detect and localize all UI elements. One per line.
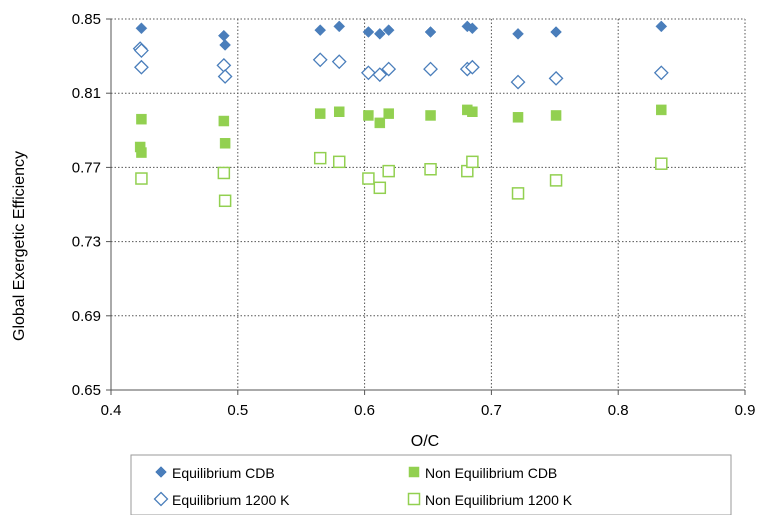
gridlines [111, 18, 746, 390]
legend-label: Equilibrium CDB [172, 465, 275, 481]
data-point [653, 65, 669, 81]
x-tick-labels: 0.4 0.5 0.6 0.7 0.8 0.9 [101, 402, 756, 419]
x-tick-label: 0.6 [354, 402, 375, 419]
legend-box [130, 454, 732, 515]
data-point [466, 22, 479, 35]
data-marks [132, 20, 669, 208]
legend-marker [408, 466, 420, 478]
plot-background [111, 19, 745, 390]
data-point [217, 166, 231, 180]
y-axis-title: Global Exergetic Efficiency [11, 151, 28, 341]
x-axis-title: O/C [411, 433, 439, 450]
data-point [425, 110, 436, 121]
data-point [549, 174, 563, 187]
data-point [314, 24, 327, 36]
legend-label: Non Equilibrium 1200 K [425, 492, 573, 508]
y-tick-label: 0.81 [72, 85, 101, 102]
data-point [363, 110, 374, 121]
data-point [362, 172, 375, 185]
data-point [424, 163, 437, 176]
data-point [312, 52, 328, 68]
series-non-equilibrium-cdb [134, 104, 667, 158]
data-point [550, 110, 562, 121]
x-tick-label: 0.7 [481, 402, 502, 419]
axes [106, 18, 746, 395]
data-point [548, 70, 564, 86]
data-point [510, 74, 526, 90]
data-point [136, 113, 147, 125]
data-point [656, 104, 667, 116]
legend-marker [153, 491, 169, 507]
series-non-equilibrium-1200-k [135, 151, 668, 208]
x-tick-label: 0.5 [227, 402, 248, 419]
data-point [219, 138, 231, 149]
data-point [466, 155, 479, 169]
data-point [550, 26, 562, 38]
data-point [511, 187, 525, 200]
data-point [218, 115, 230, 127]
data-point [136, 147, 147, 158]
data-point [217, 69, 233, 84]
data-point [382, 164, 395, 178]
legend-marker [407, 492, 421, 506]
data-point [381, 61, 397, 77]
legend-marker [155, 466, 167, 478]
data-point [655, 20, 668, 33]
data-point [218, 194, 232, 208]
x-tick-label: 0.4 [101, 402, 122, 419]
data-point [360, 65, 376, 81]
y-tick-labels: 0.65 0.69 0.73 0.77 0.81 0.85 [72, 11, 101, 399]
data-point [655, 157, 668, 170]
plot-area [111, 19, 745, 390]
data-point [134, 59, 149, 75]
y-tick-label: 0.85 [72, 11, 101, 28]
data-point [464, 59, 480, 75]
data-point [423, 61, 438, 77]
y-tick-label: 0.65 [72, 382, 101, 399]
data-point [383, 108, 394, 119]
data-point [372, 67, 388, 83]
data-point [512, 27, 524, 40]
y-tick-label: 0.69 [72, 308, 101, 325]
data-point [333, 106, 345, 117]
data-point [332, 155, 346, 169]
data-point [135, 22, 148, 35]
y-tick-label: 0.73 [72, 234, 101, 251]
legend-entry: Equilibrium CDB [155, 465, 275, 481]
data-point [373, 27, 386, 40]
legend-entry: Non Equilibrium 1200 K [407, 492, 573, 508]
legend-entry: Non Equilibrium CDB [408, 465, 557, 481]
legend-label: Equilibrium 1200 K [172, 492, 290, 508]
data-point [512, 112, 524, 123]
data-point [219, 39, 231, 51]
data-point [382, 24, 395, 36]
data-point [134, 43, 149, 58]
data-point [314, 108, 326, 119]
data-point [424, 26, 437, 38]
data-point [374, 117, 386, 129]
x-tick-label: 0.8 [608, 402, 629, 419]
data-point [331, 54, 347, 70]
data-point [373, 181, 387, 195]
series-equilibrium-1200-k [132, 41, 669, 90]
data-point [333, 20, 346, 33]
legend: Equilibrium CDB Non Equilibrium CDB Equili… [130, 454, 732, 515]
legend-entry: Equilibrium 1200 K [153, 491, 290, 508]
data-point [362, 26, 375, 38]
data-point [313, 151, 327, 165]
data-point [135, 172, 148, 185]
data-point [467, 106, 478, 117]
x-tick-label: 0.9 [735, 402, 756, 419]
y-tick-label: 0.77 [72, 159, 101, 176]
legend-label: Non Equilibrium CDB [425, 465, 557, 481]
series-equilibrium-cdb [135, 20, 668, 51]
